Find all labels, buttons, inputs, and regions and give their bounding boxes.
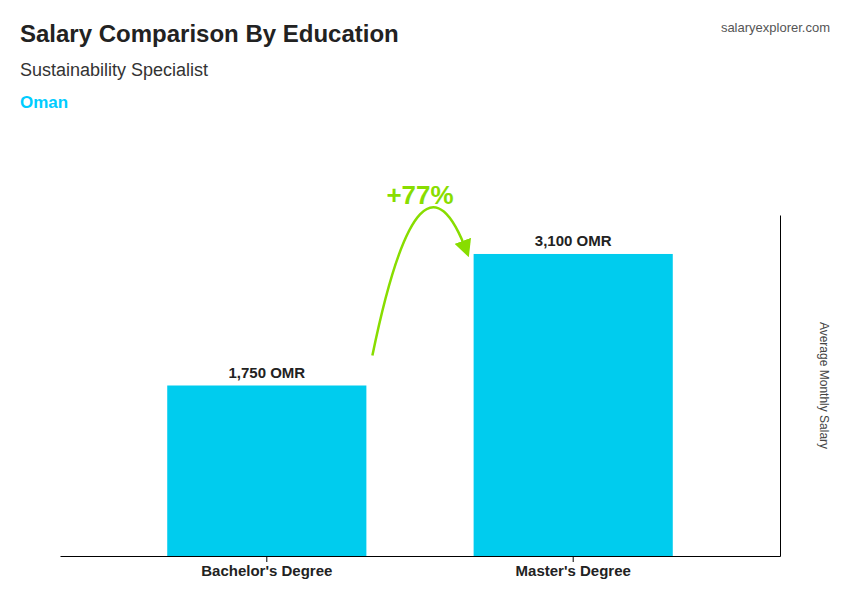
bar [474,254,673,556]
data-label: 1,750 OMR [228,364,305,381]
x-axis-line [61,556,781,557]
x-tick-label: Master's Degree [516,562,631,579]
data-labels: 1,750 OMR 3,100 OMR [228,232,611,381]
annotation-change: +77% [386,180,453,210]
y-axis [780,216,781,557]
annotation-watermark: salaryexplorer.com [721,20,830,35]
change-arrow [372,207,467,355]
x-tick: Master's Degree [516,556,631,579]
x-tick-label: Bachelor's Degree [201,562,332,579]
bars [167,254,673,556]
annotation-country: Oman [20,93,68,112]
x-axis: Bachelor's Degree Master's Degree [61,556,781,579]
data-label: 3,100 OMR [535,232,612,249]
bar [167,386,366,557]
chart: Salary Comparison By Education Sustainabi… [0,0,850,606]
title: Salary Comparison By Education [20,20,399,47]
y-axis-label: Average Monthly Salary [817,322,831,449]
x-tick: Bachelor's Degree [201,556,332,579]
subtitle: Sustainability Specialist [20,60,208,80]
y-axis-line [780,216,781,557]
